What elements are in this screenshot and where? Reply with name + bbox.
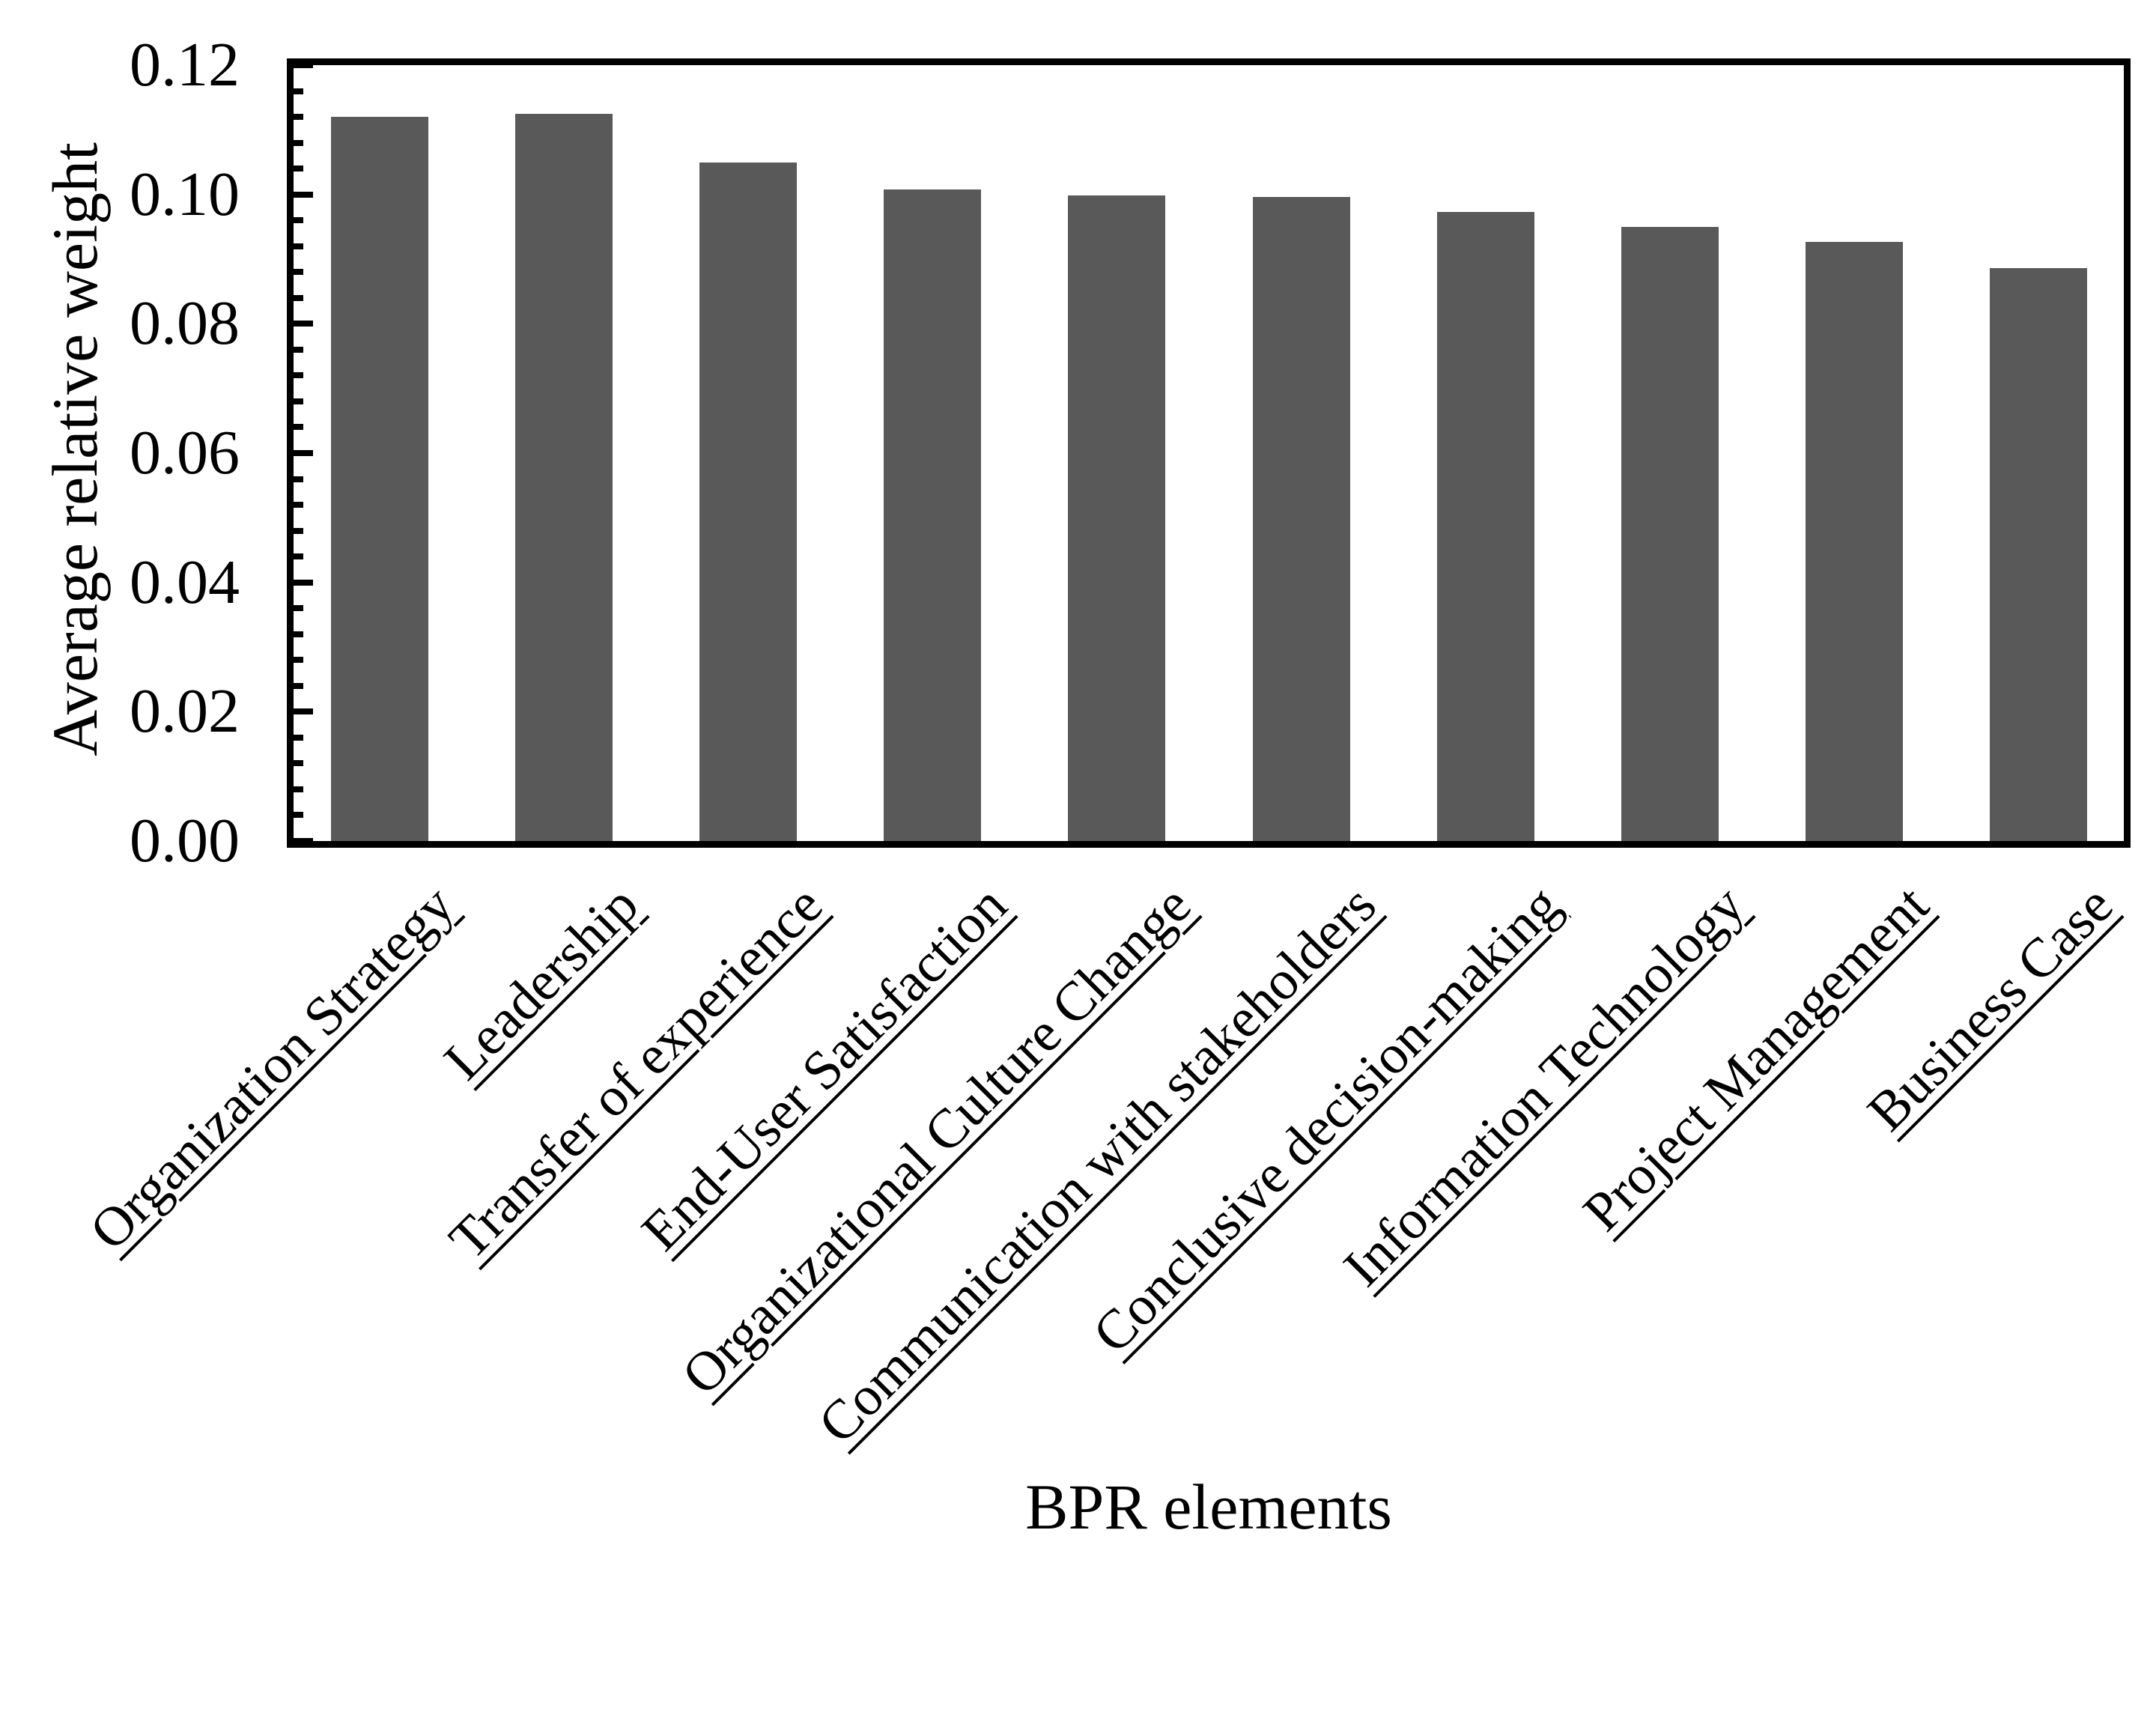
y-minor-tick [294,88,303,94]
y-major-tick [294,321,313,327]
y-minor-tick [294,217,303,224]
y-tick-label: 0.12 [130,30,240,100]
bar-9 [1805,241,1903,841]
y-minor-tick [294,605,303,612]
y-minor-tick [294,398,303,404]
y-minor-tick [294,734,303,741]
x-axis-title: BPR elements [1025,1471,1392,1543]
y-minor-tick [294,527,303,534]
y-minor-tick [294,269,303,276]
bar-6 [1252,197,1350,841]
y-tick-label: 0.02 [130,676,240,747]
y-tick-label: 0.10 [130,159,240,229]
bar-2 [515,113,613,841]
y-minor-tick [294,294,303,301]
y-minor-tick [294,372,303,379]
y-minor-tick [294,812,303,819]
bar-chart-figure: Average relative weight BPR elements 0.0… [39,30,2131,1543]
bar-5 [1068,195,1166,841]
bar-4 [884,189,982,841]
y-major-tick [294,838,313,844]
y-tick-label: 0.00 [130,806,240,875]
y-minor-tick [294,476,303,482]
y-tick-label: 0.08 [130,288,240,359]
y-minor-tick [294,114,303,121]
y-minor-tick [294,424,303,431]
y-minor-tick [294,682,303,689]
bar-3 [699,162,798,841]
y-minor-tick [294,346,303,353]
y-tick-label: 0.04 [130,547,240,617]
y-major-tick [294,450,313,456]
y-minor-tick [294,166,303,172]
y-minor-tick [294,657,303,664]
y-major-tick [294,579,313,586]
y-minor-tick [294,553,303,560]
y-minor-tick [294,631,303,637]
bar-1 [331,117,428,841]
y-minor-tick [294,243,303,249]
y-tick-label: 0.06 [130,418,240,488]
y-major-tick [294,62,313,68]
bar-8 [1621,226,1719,841]
y-minor-tick [294,502,303,509]
y-major-tick [294,191,313,198]
y-minor-tick [294,139,303,146]
bar-10 [1989,268,2087,841]
y-minor-tick [294,786,303,792]
y-minor-tick [294,760,303,767]
bar-7 [1436,211,1534,841]
y-major-tick [294,708,313,715]
